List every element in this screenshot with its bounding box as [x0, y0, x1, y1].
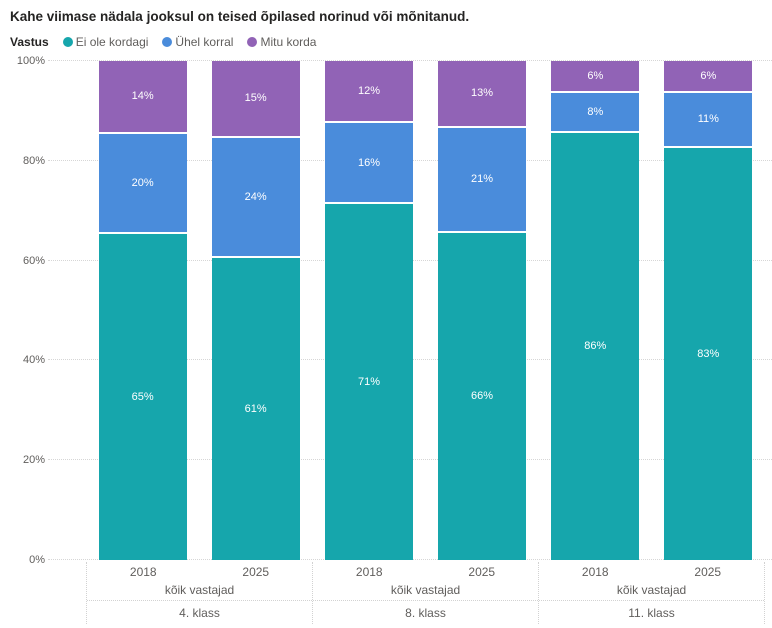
bar-segment[interactable]: 13% [437, 61, 526, 126]
stacked-bar: 12% 16% 71% [324, 61, 413, 560]
bar-segment[interactable]: 71% [324, 202, 413, 560]
bar-segment[interactable]: 6% [664, 61, 753, 91]
bar-segment[interactable]: 6% [551, 61, 640, 91]
bar-segment-label: 11% [697, 113, 719, 126]
bar-segment-label: 24% [244, 190, 267, 203]
legend-dot-icon [247, 36, 258, 47]
x-axis-year-label: 2025 [468, 565, 496, 579]
legend-item[interactable]: Ühel korral [162, 35, 233, 49]
bar-segment-label: 12% [357, 85, 380, 98]
legend-title: Vastus [10, 34, 49, 49]
bar-segment[interactable]: 83% [664, 145, 753, 560]
y-axis-tick-label: 60% [22, 254, 45, 267]
x-axis-subgroup-label: kõik vastajad [616, 583, 687, 597]
legend-item[interactable]: Mitu korda [247, 35, 316, 49]
chart-title: Kahe viimase nädala jooksul on teised õp… [10, 9, 470, 24]
legend-item[interactable]: Ei ole kordagi [62, 34, 149, 49]
x-axis-group: 2018 2025 kõik vastajad 8. klass [312, 562, 538, 624]
plot-area: 14% 20% 65% 15% 24% 61% 12% 16% 71% 13% 21% 66% 6% 8%… [48, 60, 772, 560]
legend-dot-icon [162, 36, 173, 47]
y-axis-tick-label: 80% [22, 154, 45, 167]
bar-segment-label: 21% [470, 173, 493, 186]
bar-segment-label: 13% [470, 87, 493, 100]
bar-segment-label: 20% [131, 176, 154, 189]
bar-segment-label: 8% [587, 105, 604, 118]
y-axis-tick-label: 0% [29, 554, 45, 566]
y-axis-tick-label: 20% [22, 454, 45, 467]
bar-segment[interactable]: 61% [211, 255, 300, 560]
bar-segment-label: 6% [587, 69, 604, 82]
legend-item-label: Ei ole kordagi [75, 34, 149, 49]
x-axis-year-row: 2018 2025 [539, 562, 764, 582]
bar-segment[interactable]: 15% [211, 61, 300, 136]
y-axis-tick-label: 40% [22, 354, 45, 367]
bar-segment[interactable]: 21% [437, 125, 526, 231]
gridline [48, 60, 772, 61]
bar-segment[interactable]: 86% [551, 130, 640, 560]
bar-segment-label: 83% [697, 347, 720, 360]
bar-segment[interactable]: 11% [664, 90, 753, 146]
legend: Vastus Ei ole kordagi Ühel korral Mitu kor… [0, 24, 772, 50]
x-axis-year-label: 2025 [694, 565, 722, 579]
bar-segment-label: 86% [584, 340, 607, 353]
bar-segment-label: 6% [700, 69, 717, 82]
bar-segment-label: 16% [357, 156, 380, 169]
bar-segment[interactable]: 16% [324, 121, 413, 203]
bar-segment-label: 15% [244, 92, 267, 105]
x-axis-group: 2018 2025 kõik vastajad 11. klass [538, 562, 765, 624]
x-axis-year-label: 2018 [355, 565, 383, 579]
x-axis-subgroup-label: kõik vastajad [390, 583, 461, 597]
bar-segment[interactable]: 8% [551, 90, 640, 131]
x-axis-year-label: 2018 [581, 565, 609, 579]
x-axis: 2018 2025 kõik vastajad 4. klass 2018 2025 kõi… [56, 560, 772, 624]
x-axis-year-row: 2018 2025 [313, 562, 538, 582]
y-axis: 100% 80% 60% 40% 20% 0% [0, 55, 56, 566]
bar-segment-label: 65% [131, 391, 154, 404]
stacked-bar: 15% 24% 61% [211, 61, 300, 560]
x-axis-year-row: 2018 2025 [87, 562, 312, 582]
x-axis-subgroup-label: kõik vastajad [164, 583, 235, 597]
stacked-bar: 6% 11% 83% [664, 61, 753, 560]
x-axis-class-label: 11. klass [539, 600, 764, 624]
stacked-bar: 14% 20% 65% [98, 61, 187, 560]
bar-segment[interactable]: 20% [98, 131, 187, 233]
x-axis-group: 2018 2025 kõik vastajad 4. klass [86, 562, 312, 624]
bar-segment[interactable]: 14% [98, 61, 187, 132]
x-axis-year-label: 2018 [129, 565, 157, 579]
bar-segment[interactable]: 65% [98, 232, 187, 560]
bar-group: 14% 20% 65% 15% 24% 61% [86, 61, 312, 560]
stacked-bar: 13% 21% 66% [437, 61, 526, 560]
chart-body: 100% 80% 60% 40% 20% 0% 14% 20% 65% 15% 24% 61% 12%… [0, 55, 772, 624]
legend-item-label: Mitu korda [260, 34, 317, 49]
bar-group: 12% 16% 71% 13% 21% 66% [312, 61, 538, 560]
bar-segment[interactable]: 12% [324, 61, 413, 122]
stacked-bar: 6% 8% 86% [551, 61, 640, 560]
bar-segment-label: 61% [244, 402, 267, 415]
legend-dot-icon [62, 36, 73, 47]
bar-segment-label: 66% [470, 390, 493, 403]
bar-segment[interactable]: 24% [211, 135, 300, 256]
bar-segment-label: 71% [357, 376, 380, 389]
x-axis-class-label: 4. klass [87, 600, 312, 624]
bar-segment[interactable]: 66% [437, 230, 526, 560]
bar-segment-label: 14% [131, 90, 154, 103]
y-axis-tick-label: 100% [16, 55, 45, 67]
x-axis-year-label: 2025 [242, 565, 270, 579]
bar-group: 6% 8% 86% 6% 11% 83% [539, 61, 765, 560]
legend-item-label: Ühel korral [175, 34, 234, 49]
bar-groups: 14% 20% 65% 15% 24% 61% 12% 16% 71% 13% 21% 66% 6% 8%… [56, 61, 772, 560]
x-axis-class-label: 8. klass [313, 600, 538, 624]
